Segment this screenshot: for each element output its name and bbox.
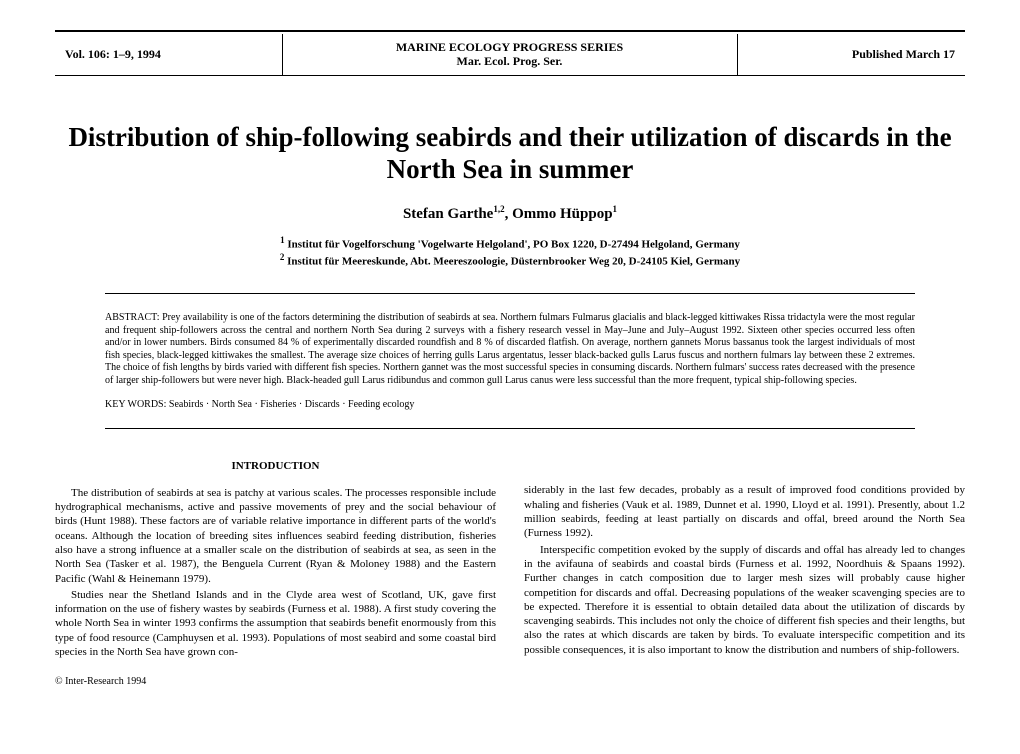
series-abbrev: Mar. Ecol. Prog. Ser. (293, 54, 727, 68)
col2-spacer (524, 459, 965, 483)
abstract: ABSTRACT: Prey availability is one of th… (105, 312, 915, 387)
header-series: MARINE ECOLOGY PROGRESS SERIES Mar. Ecol… (283, 34, 738, 75)
col2-para1: siderably in the last few decades, proba… (524, 483, 965, 540)
author-2: , Ommo Hüppop (505, 206, 613, 222)
author-1-sup: 1,2 (493, 204, 504, 214)
column-right: siderably in the last few decades, proba… (524, 459, 965, 661)
author-1: Stefan Garthe (403, 206, 493, 222)
col2-para2: Interspecific competition evoked by the … (524, 543, 965, 657)
abstract-label: ABSTRACT: (105, 312, 162, 323)
paper-title: Distribution of ship-following seabirds … (55, 121, 965, 186)
author-2-sup: 1 (613, 204, 618, 214)
affil-2: 2 Institut für Meereskunde, Abt. Meeresz… (55, 252, 965, 269)
affil-1-text: Institut für Vogelforschung 'Vogelwarte … (285, 238, 740, 250)
header-published: Published March 17 (738, 34, 966, 75)
copyright: © Inter-Research 1994 (55, 676, 965, 687)
column-left: INTRODUCTION The distribution of seabird… (55, 459, 496, 661)
body-columns: INTRODUCTION The distribution of seabird… (55, 459, 965, 661)
col1-para2: Studies near the Shetland Islands and in… (55, 588, 496, 659)
abstract-rule (105, 293, 915, 294)
abstract-text: Prey availability is one of the factors … (105, 312, 915, 386)
keywords-label: KEY WORDS: (105, 399, 169, 410)
affil-2-text: Institut für Meereskunde, Abt. Meereszoo… (284, 255, 740, 267)
intro-heading: INTRODUCTION (55, 459, 496, 473)
abstract-end-rule (105, 428, 915, 429)
col1-para1: The distribution of seabirds at sea is p… (55, 486, 496, 586)
affil-1: 1 Institut für Vogelforschung 'Vogelwart… (55, 235, 965, 252)
title-block: Distribution of ship-following seabirds … (55, 121, 965, 269)
series-title: MARINE ECOLOGY PROGRESS SERIES (293, 40, 727, 54)
keywords: KEY WORDS: Seabirds · North Sea · Fisher… (105, 399, 915, 410)
authors: Stefan Garthe1,2, Ommo Hüppop1 (55, 204, 965, 223)
journal-header: Vol. 106: 1–9, 1994 MARINE ECOLOGY PROGR… (55, 34, 965, 76)
header-volume: Vol. 106: 1–9, 1994 (55, 34, 283, 75)
header-top-rule (55, 30, 965, 32)
affiliations: 1 Institut für Vogelforschung 'Vogelwart… (55, 235, 965, 269)
keywords-text: Seabirds · North Sea · Fisheries · Disca… (169, 399, 415, 410)
